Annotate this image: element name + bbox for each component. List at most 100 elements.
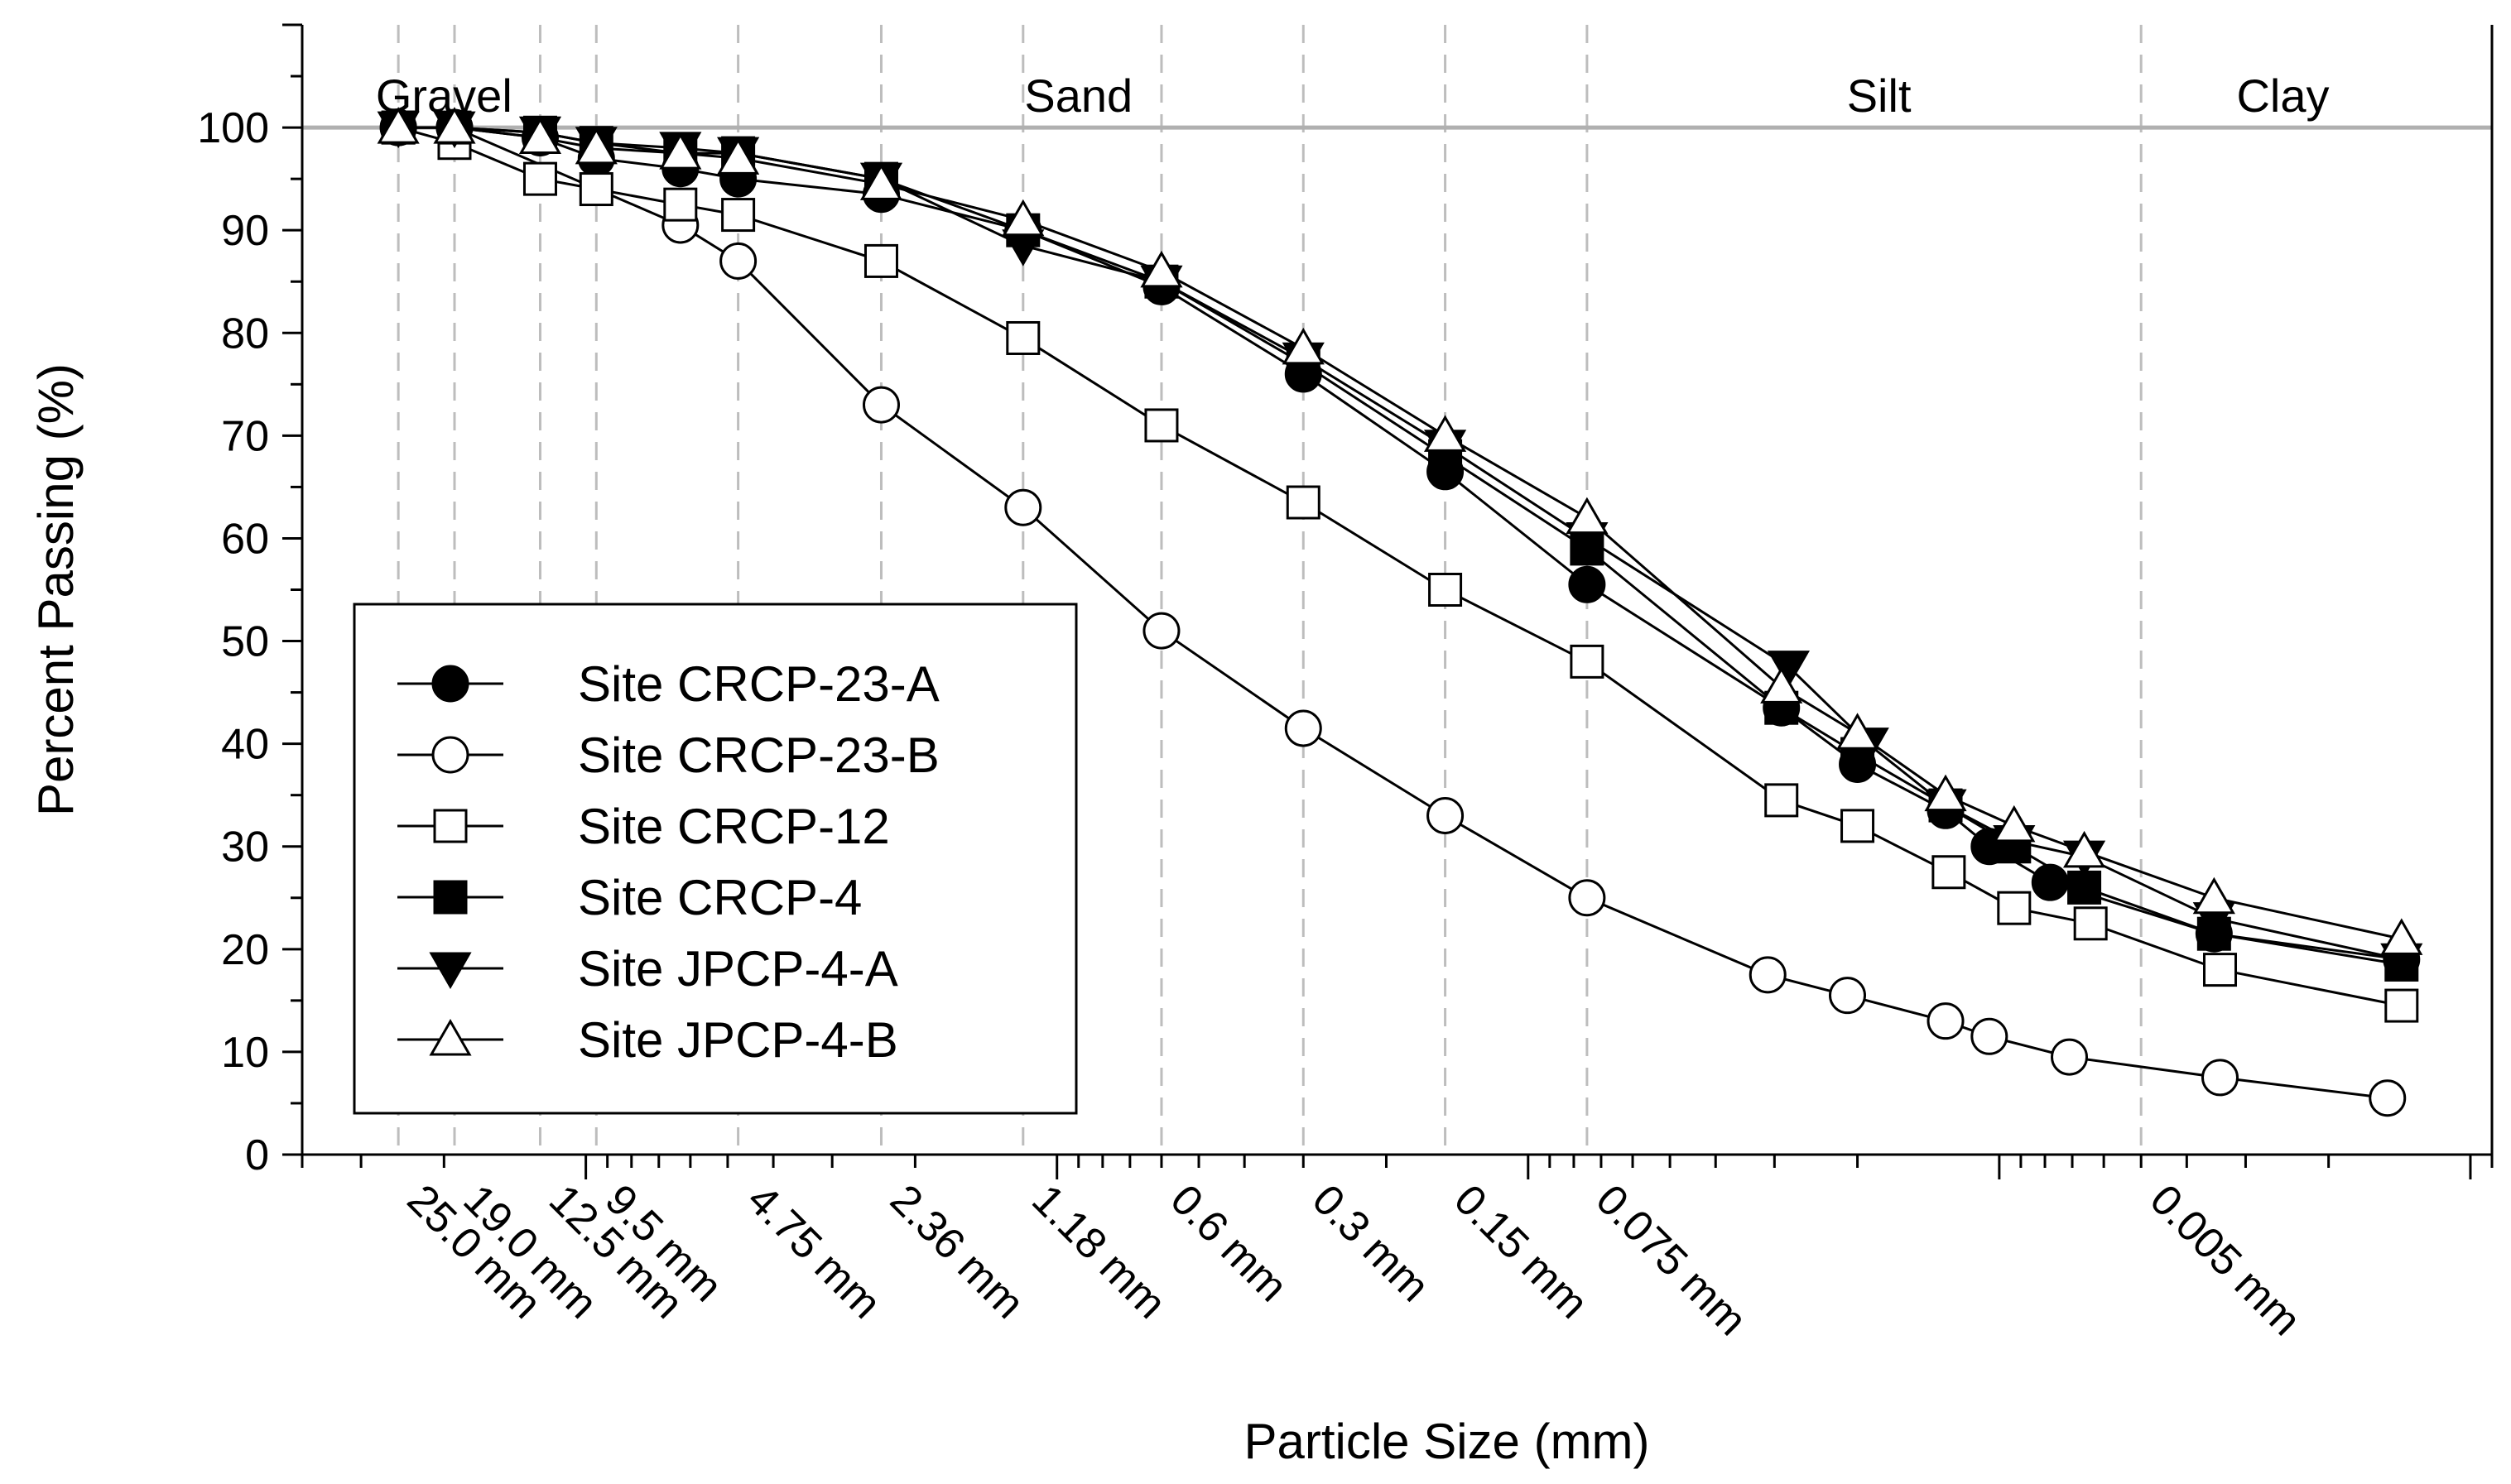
region-label: Silt	[1847, 70, 1912, 122]
data-point	[1426, 797, 1465, 834]
data-point	[1140, 250, 1183, 288]
data-point	[1749, 956, 1787, 994]
legend-marker	[429, 952, 472, 990]
data-point	[1568, 879, 1606, 917]
x-tick-label: 0.3 mm	[1303, 1175, 1439, 1311]
data-point	[1286, 485, 1320, 520]
legend-label: Site JPCP-4-B	[578, 1012, 898, 1068]
legend-marker	[429, 1018, 472, 1056]
data-point	[1970, 1017, 2008, 1055]
data-point	[2062, 830, 2106, 868]
data-point	[579, 172, 613, 207]
legend-item: Site CRCP-23-A	[397, 656, 940, 712]
y-tick-label: 70	[221, 412, 269, 460]
region-label: Gravel	[376, 70, 512, 122]
y-tick-label: 0	[245, 1131, 269, 1179]
data-point	[1142, 612, 1181, 650]
legend-label: Site CRCP-4	[578, 870, 862, 925]
data-point	[2201, 1059, 2239, 1097]
legend-marker	[433, 809, 468, 843]
legend-item: Site CRCP-4	[397, 870, 862, 925]
y-tick-label: 20	[221, 926, 269, 974]
data-point	[1767, 651, 1810, 688]
data-point	[1760, 666, 1803, 704]
series-layer	[377, 107, 2423, 1117]
series-6	[377, 107, 2423, 955]
data-point	[721, 198, 756, 233]
y-tick-label: 50	[221, 618, 269, 666]
data-point	[1566, 497, 1609, 535]
x-axis-title: Particle Size (mm)	[1243, 1414, 1649, 1469]
data-point	[719, 242, 758, 280]
x-tick-label: 1.18 mm	[1022, 1175, 1175, 1328]
data-point	[663, 187, 698, 222]
data-point	[1835, 713, 1879, 750]
x-tick-label: 0.005 mm	[2141, 1175, 2311, 1345]
region-label: Clay	[2236, 70, 2329, 122]
x-tick-label: 0.15 mm	[1445, 1175, 1597, 1328]
legend-label: Site CRCP-23-A	[578, 656, 940, 712]
y-tick-label: 40	[221, 721, 269, 769]
data-point	[1931, 855, 1966, 890]
data-point	[1568, 565, 1606, 603]
data-point	[1993, 804, 2036, 843]
data-point	[1570, 644, 1604, 679]
legend-label: Site CRCP-12	[578, 799, 890, 854]
x-tick-label: 0.075 mm	[1586, 1175, 1756, 1345]
data-point	[522, 161, 557, 196]
data-point	[2073, 906, 2108, 941]
legend-item: Site CRCP-12	[397, 799, 890, 854]
data-point	[862, 386, 900, 424]
legend-marker	[431, 736, 469, 774]
data-point	[2192, 876, 2235, 915]
y-tick-label: 100	[197, 104, 269, 152]
data-point	[1927, 1002, 1965, 1040]
y-tick-label: 30	[221, 824, 269, 872]
data-point	[575, 127, 618, 165]
data-point	[1284, 709, 1322, 747]
data-point	[1840, 809, 1875, 843]
y-tick-label: 60	[221, 515, 269, 563]
x-tick-label: 2.36 mm	[881, 1175, 1033, 1328]
data-point	[1924, 774, 1967, 812]
data-point	[2051, 1038, 2089, 1076]
data-point	[2384, 988, 2419, 1023]
data-point	[1002, 199, 1045, 237]
data-point	[1144, 408, 1179, 443]
data-point	[1004, 488, 1042, 526]
legend-label: Site CRCP-23-B	[578, 728, 940, 783]
data-point	[1829, 977, 1867, 1015]
legend-item: Site CRCP-23-B	[397, 728, 940, 783]
legend-label: Site JPCP-4-A	[578, 941, 898, 997]
data-point	[1997, 891, 2032, 925]
region-labels: Gravel Sand Silt Clay	[376, 70, 2330, 122]
region-label: Sand	[1024, 70, 1133, 122]
x-tick-label: 0.6 mm	[1161, 1175, 1296, 1311]
data-point	[518, 117, 562, 154]
y-tick-label: 90	[221, 207, 269, 255]
data-point	[717, 137, 760, 175]
data-point	[2380, 918, 2423, 955]
legend-box	[353, 603, 1078, 1115]
data-point	[1428, 573, 1463, 607]
data-point	[863, 243, 898, 278]
y-ticks: 0 10 20 30 40 50 60 70 80 90 100	[197, 23, 302, 1179]
y-tick-label: 10	[221, 1029, 269, 1077]
data-point	[2067, 870, 2102, 905]
data-point	[2369, 1079, 2407, 1117]
data-point	[1423, 415, 1467, 452]
x-tick-label: 4.75 mm	[738, 1175, 890, 1328]
data-point	[859, 163, 903, 200]
data-point	[433, 107, 476, 144]
data-point	[1764, 783, 1799, 818]
y-tick-label: 80	[221, 310, 269, 358]
data-point	[2203, 953, 2238, 987]
y-axis-title: Percent Passing (%)	[28, 363, 84, 816]
legend-item: Site JPCP-4-B	[397, 1012, 898, 1068]
data-point	[2031, 863, 2069, 901]
legend-marker	[431, 665, 469, 703]
legend: Site CRCP-23-A Site CRCP-23-B Site CRCP-12…	[353, 603, 1078, 1115]
data-point	[659, 132, 702, 170]
